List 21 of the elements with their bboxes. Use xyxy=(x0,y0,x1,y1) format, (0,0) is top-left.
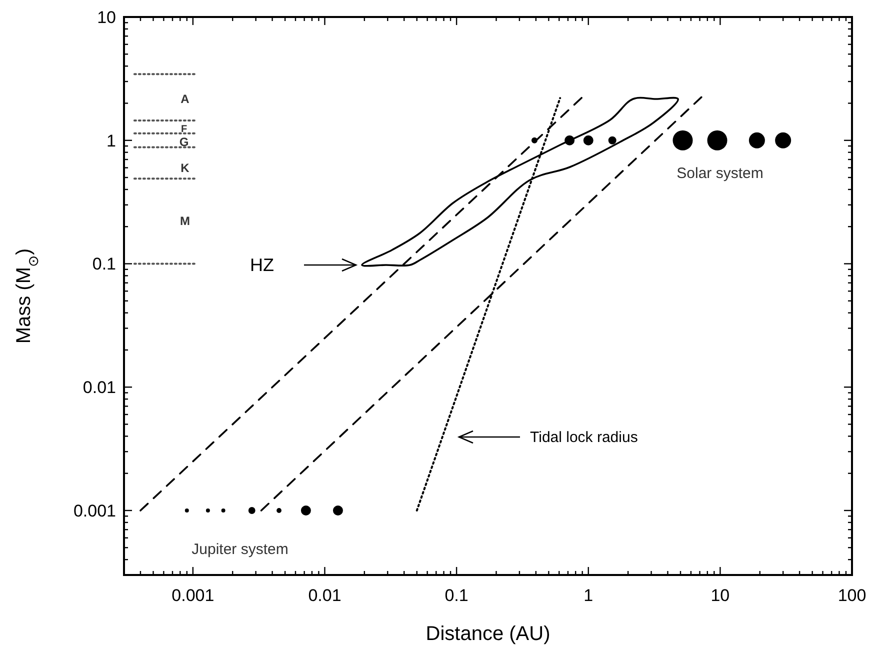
x-tick-label: 10 xyxy=(710,586,730,605)
y-tick-label: 0.001 xyxy=(73,501,116,520)
y-tick-label: 1 xyxy=(106,131,116,150)
x-tick-label: 0.01 xyxy=(308,586,342,605)
annotation: A xyxy=(180,92,190,106)
annotation: G xyxy=(179,135,189,149)
annotation: Solar system xyxy=(676,165,764,182)
annotation: HZ xyxy=(250,255,274,275)
annotation: F xyxy=(180,124,188,135)
annotation: K xyxy=(180,161,190,175)
x-tick-label: 0.1 xyxy=(444,586,468,605)
x-tick-label: 100 xyxy=(838,586,866,605)
x-tick-label: 0.001 xyxy=(172,586,214,605)
y-tick-label: 0.1 xyxy=(92,254,116,274)
x-axis-title: Distance (AU) xyxy=(426,623,550,645)
y-tick-label: 10 xyxy=(97,8,116,27)
annotation: Tidal lock radius xyxy=(530,429,638,446)
x-tick-label: 1 xyxy=(584,586,594,605)
y-tick-label: 0.01 xyxy=(82,378,116,398)
annotation: Jupiter system xyxy=(192,541,288,558)
annotation: M xyxy=(180,214,190,228)
